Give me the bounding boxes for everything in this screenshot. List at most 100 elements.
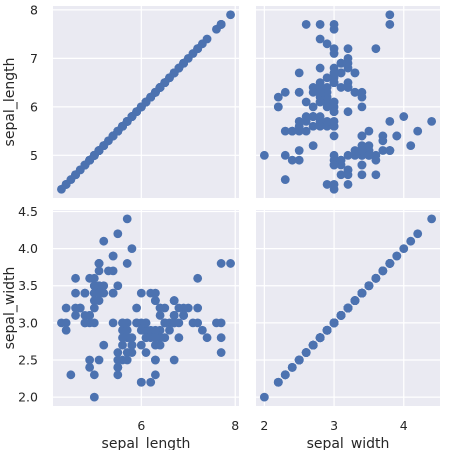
y-tick-label: 2.0 (18, 390, 38, 405)
data-point (385, 20, 395, 29)
data-point (99, 281, 109, 291)
data-point (61, 303, 71, 313)
gridlines (53, 6, 440, 406)
data-point (94, 259, 104, 268)
y-tick-label: 3.0 (18, 315, 38, 330)
data-point (193, 318, 203, 328)
data-point (385, 116, 395, 126)
data-point (364, 141, 374, 151)
data-point (127, 244, 137, 254)
data-point (371, 44, 381, 54)
data-point (329, 318, 339, 328)
x-tick-label: 8 (231, 418, 239, 433)
data-point (322, 116, 332, 126)
data-point (357, 146, 367, 155)
data-point (343, 150, 353, 160)
data-point (301, 126, 311, 136)
data-point (343, 303, 353, 313)
data-point (118, 121, 127, 131)
data-point (216, 318, 226, 328)
data-point (294, 155, 304, 165)
data-point (322, 39, 332, 49)
data-point (169, 355, 179, 365)
data-point (336, 68, 346, 78)
data-point (108, 288, 118, 298)
data-point (150, 340, 160, 350)
data-point (371, 273, 381, 283)
data-point (329, 78, 339, 88)
data-point (322, 87, 332, 97)
data-point (329, 44, 339, 54)
data-point (108, 251, 118, 261)
data-point (329, 107, 339, 117)
data-point (113, 348, 123, 357)
y-tick-label: 6 (30, 99, 38, 114)
data-point (357, 160, 367, 170)
data-point (122, 355, 132, 365)
data-point (85, 155, 95, 165)
data-point (287, 155, 297, 165)
data-point (301, 20, 311, 29)
data-point (427, 214, 437, 224)
y-axis-label: sepal_length (2, 58, 18, 147)
data-point (315, 34, 325, 44)
y-tick-label: 2.5 (18, 352, 38, 367)
data-point (193, 273, 203, 283)
data-point (104, 266, 113, 276)
data-point (169, 318, 179, 328)
data-point (179, 311, 188, 320)
data-point (99, 340, 109, 350)
data-point (399, 244, 409, 254)
data-point (329, 116, 339, 126)
data-point (61, 318, 71, 328)
data-point (136, 288, 146, 298)
x-tick-label: 2 (260, 418, 268, 433)
data-point (336, 170, 346, 180)
data-point (71, 288, 80, 298)
data-point (329, 150, 339, 160)
data-point (155, 303, 165, 313)
data-point (259, 150, 269, 160)
data-point (174, 303, 184, 313)
data-point (280, 87, 290, 97)
data-point (169, 311, 179, 320)
data-point (94, 146, 104, 155)
data-point (150, 370, 160, 380)
data-point (280, 175, 290, 184)
data-point (350, 68, 360, 78)
data-point (371, 155, 381, 165)
data-point (343, 170, 353, 180)
data-point (80, 318, 90, 328)
data-point (150, 333, 160, 343)
data-point (315, 112, 325, 121)
x-tick-label: 4 (400, 418, 408, 433)
data-point (315, 63, 325, 73)
y-tick-label: 7 (30, 51, 38, 66)
data-point (322, 325, 332, 335)
data-point (301, 348, 311, 357)
data-point (85, 311, 95, 320)
data-point (385, 10, 395, 20)
data-point (113, 370, 123, 380)
y-tick-label: 3.5 (18, 278, 38, 293)
data-point (329, 160, 339, 170)
data-point (136, 340, 146, 350)
data-point (322, 180, 332, 189)
data-point (301, 112, 311, 121)
data-point (343, 83, 353, 92)
data-point (294, 126, 304, 136)
data-point (273, 92, 283, 102)
data-point (343, 44, 353, 54)
data-point (371, 170, 381, 180)
data-point (85, 362, 95, 372)
data-point (99, 236, 109, 246)
data-point (118, 333, 127, 343)
data-point (364, 281, 374, 291)
data-point (308, 112, 318, 121)
data-point (202, 34, 212, 44)
data-point (413, 229, 423, 239)
data-point (322, 102, 332, 112)
data-point (136, 377, 146, 387)
data-point (273, 102, 283, 112)
data-point (399, 112, 409, 121)
